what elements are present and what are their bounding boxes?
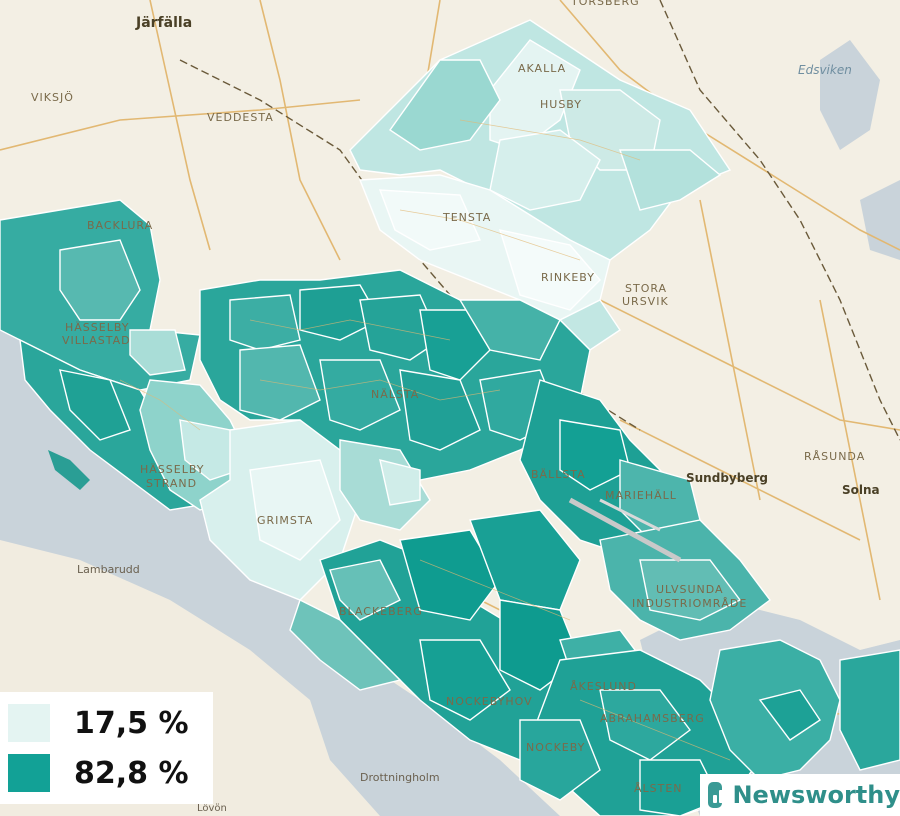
label-lambarudd: Lambarudd [77,563,140,576]
label-nockebyhov: NOCKEBYHOV [446,695,533,708]
label-abrahamsberg: ABRAHAMSBERG [600,712,705,725]
label-drottningholm: Drottningholm [360,771,440,784]
label-loven: Lövön [197,803,227,814]
label-husby: HUSBY [540,98,582,111]
legend-item-low: 17,5 % [8,704,189,742]
label-hasselby-strand-1: HÄSSELBY [140,463,205,476]
label-mariehall: MARIEHÄLL [605,489,677,502]
legend-swatch-low [8,704,50,742]
label-akalla: AKALLA [518,62,566,75]
brand-name: Newsworthy [732,781,900,809]
label-jarfalla: Järfälla [135,15,192,31]
label-alsten: ÅLSTEN [634,782,683,795]
newsworthy-logo: Newsworthy [700,774,900,816]
label-stora: STORA [625,282,667,295]
legend-item-high: 82,8 % [8,754,189,792]
label-ursvik: URSVIK [622,295,669,308]
label-sundbyberg: Sundbyberg [686,471,768,485]
label-blackeberg: BLACKEBERG [339,605,423,618]
label-ballsta: BÄLLSTA [531,468,586,481]
newsworthy-bar-chart-icon [708,782,729,808]
map-legend: 17,5 % 82,8 % [0,692,213,804]
label-grimsta: GRIMSTA [257,514,313,527]
label-veddesta: VEDDESTA [207,111,274,124]
label-nockeby: NOCKEBY [526,741,585,754]
label-edsviken: Edsviken [798,63,852,77]
label-hasselby-strand-2: STRAND [146,477,197,490]
label-solna: Solna [842,483,880,497]
airfield [568,497,682,563]
label-akeslund: ÅKESLUND [570,680,637,693]
label-backlura: BACKLURA [87,219,153,232]
local-roads [119,119,731,761]
place-labels: Järfälla VIKSJÖ VEDDESTA AKALLA HUSBY TO… [31,0,880,814]
legend-swatch-high [8,754,50,792]
label-viksjo: VIKSJÖ [31,91,74,104]
label-hasselby-villastad-2: VILLASTAD [62,334,131,347]
label-tensta: TENSTA [442,211,491,224]
legend-label-low: 17,5 % [74,705,189,741]
label-hasselby-villastad-1: HÄSSELBY [65,321,130,334]
label-ulvsunda-1: ULVSUNDA [656,583,724,596]
label-rasunda: RÅSUNDA [804,450,865,463]
district-polygons [0,19,900,816]
legend-label-high: 82,8 % [74,755,189,791]
label-nalsta: NÄLSTA [371,388,419,401]
label-torsberg: TORSBERG [570,0,640,8]
label-rinkeby: RINKEBY [541,271,595,284]
label-ulvsunda-2: INDUSTRIOMRÅDE [632,597,747,610]
